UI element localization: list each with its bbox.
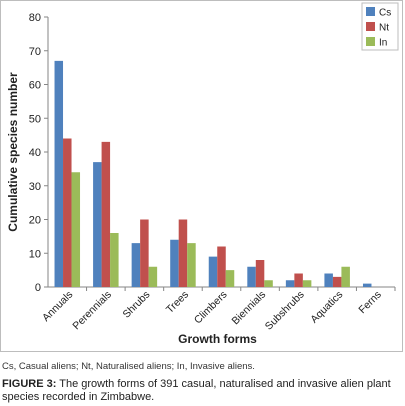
y-tick-label: 40 [29, 147, 41, 159]
legend-label-in: In [379, 38, 387, 49]
legend-swatch-in [366, 37, 375, 46]
bar-nt [332, 276, 342, 287]
bar-in [264, 280, 273, 287]
bar-nt [217, 246, 226, 287]
bar-nt [255, 260, 265, 287]
bar-in [187, 243, 196, 287]
y-tick-label: 0 [35, 282, 41, 294]
figure-caption-text: The growth forms of 391 casual, naturali… [2, 378, 391, 403]
x-tick-label: Biennials [230, 289, 269, 328]
legend-swatch-nt [366, 22, 375, 31]
bar-cs [170, 239, 179, 287]
y-tick-label: 20 [29, 215, 41, 227]
x-tick-label: Subshrubs [263, 289, 307, 333]
bar-in [110, 233, 119, 287]
legend-label-cs: Cs [379, 8, 391, 19]
bar-nt [140, 219, 149, 287]
x-axis-title: Growth forms [178, 332, 257, 346]
y-axis-title: Cumulative species number [6, 72, 20, 232]
bar-in [148, 266, 158, 287]
bar-cs [131, 243, 141, 287]
x-tick-label: Aquatics [308, 289, 345, 326]
y-tick-label: 30 [29, 181, 41, 193]
bar-in [341, 266, 350, 287]
bar-cs [93, 162, 102, 287]
bar-cs [362, 283, 372, 287]
x-tick-label: Climbers [192, 289, 230, 327]
chart-frame [0, 0, 403, 352]
bar-cs [324, 273, 333, 287]
bar-in [302, 280, 312, 287]
bar-nt [178, 219, 188, 287]
x-tick-label: Trees [164, 289, 191, 316]
x-tick-label: Ferns [356, 289, 383, 316]
figure-caption: FIGURE 3: The growth forms of 391 casual… [2, 378, 402, 404]
y-tick-label: 60 [29, 80, 41, 92]
x-tick-label: Annuals [40, 289, 75, 324]
y-tick-label: 50 [29, 113, 41, 125]
bar-nt [63, 138, 72, 287]
bar-in [225, 270, 235, 287]
legend-label-nt: Nt [379, 23, 389, 34]
chart-footnote: Cs, Casual aliens; Nt, Naturalised alien… [2, 361, 255, 372]
y-tick-label: 80 [29, 12, 41, 24]
bar-cs [247, 266, 256, 287]
x-tick-label: Perennials [70, 289, 114, 333]
x-tick-label: Shrubs [120, 289, 152, 321]
bar-nt [294, 273, 303, 287]
bar-in [71, 172, 81, 287]
bar-cs [208, 256, 218, 287]
y-tick-label: 70 [29, 46, 41, 58]
bar-cs [285, 280, 295, 287]
figure-label: FIGURE 3: [2, 378, 57, 390]
legend-swatch-cs [366, 7, 375, 16]
bar-nt [101, 141, 111, 287]
y-tick-label: 10 [29, 248, 41, 260]
bar-cs [54, 60, 64, 287]
